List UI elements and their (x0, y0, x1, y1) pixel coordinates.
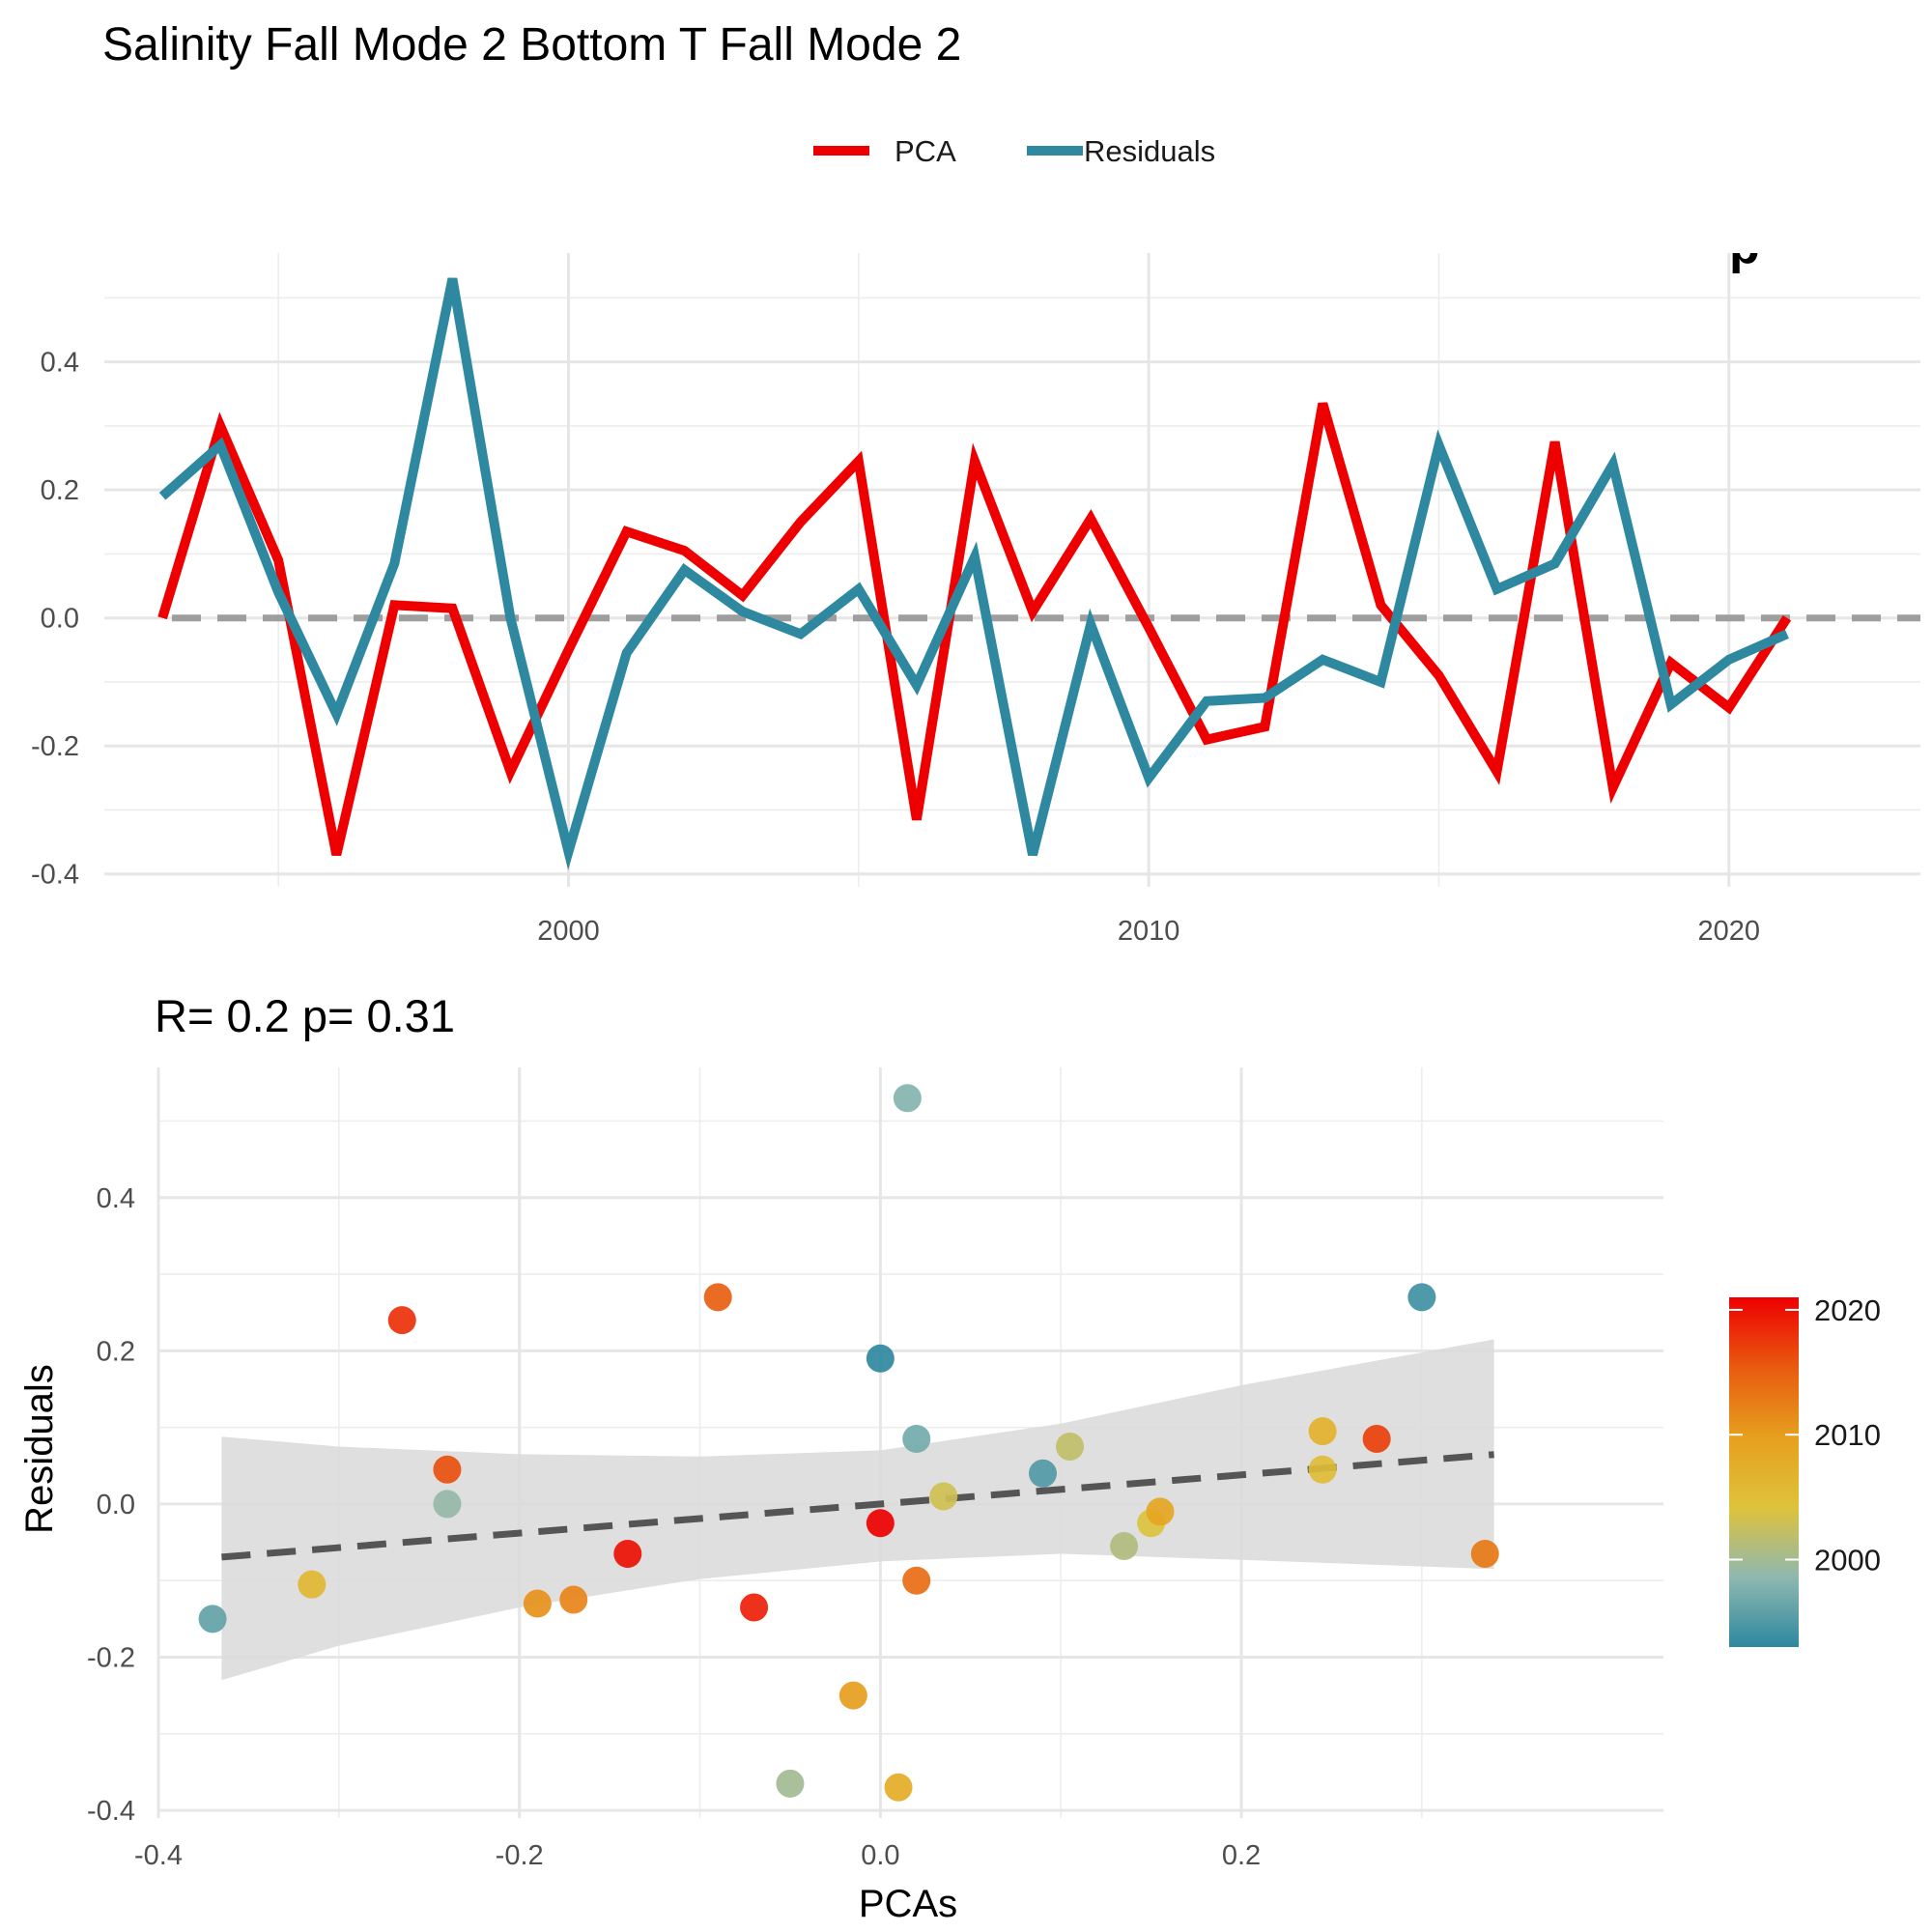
scatter-point (1407, 1283, 1436, 1312)
scatter-point (1056, 1432, 1085, 1461)
series-line-residuals (158, 277, 1789, 870)
colorbar-label: 2010 (1814, 1418, 1881, 1452)
scatter-point (929, 1482, 958, 1511)
x-tick-label: -0.2 (496, 1840, 544, 1871)
scatter-y-axis-title: Residuals (18, 1364, 61, 1534)
scatter-point (1470, 1539, 1499, 1568)
scatter-point (884, 1773, 913, 1802)
x-tick-label: 0.0 (861, 1840, 899, 1871)
scatter-point (1110, 1532, 1139, 1561)
scatter-point (1308, 1417, 1337, 1446)
scatter-x-axis-title: PCAs (859, 1883, 957, 1925)
scatter-point (902, 1566, 931, 1595)
colorbar-label: 2020 (1814, 1293, 1881, 1327)
scatter-point (866, 1509, 895, 1538)
legend-label-pca: PCA (895, 134, 956, 168)
scatter-point (1308, 1455, 1337, 1484)
y-tick-label: 0.0 (41, 604, 79, 635)
scatter-point (1146, 1497, 1175, 1526)
scatter-point (523, 1589, 552, 1618)
scatter-point (433, 1455, 462, 1484)
colorbar-label: 2000 (1814, 1544, 1881, 1577)
y-tick-label: 0.2 (97, 1336, 135, 1367)
scatter-point (893, 1084, 922, 1113)
regression-fit-line (221, 1451, 1494, 1561)
scatter-point (902, 1425, 931, 1454)
y-tick-label: -0.2 (87, 1643, 135, 1674)
x-tick-label: -0.4 (134, 1840, 183, 1871)
scatter-point (198, 1605, 227, 1634)
legend-label-residuals: Residuals (1084, 134, 1215, 168)
scatter-point (740, 1593, 769, 1622)
x-tick-label: 0.2 (1222, 1840, 1261, 1871)
y-tick-label: 0.4 (41, 348, 79, 379)
scatter-point (298, 1570, 327, 1599)
scatter-point (866, 1344, 895, 1373)
scatter-point (1362, 1425, 1391, 1454)
scatter-point (387, 1306, 416, 1335)
scatter-point (613, 1539, 642, 1568)
scatter-point (703, 1283, 732, 1312)
scatter-point (838, 1681, 867, 1710)
y-tick-label: -0.4 (87, 1796, 135, 1827)
scatter-point (776, 1769, 805, 1798)
scatter-point (433, 1490, 462, 1519)
series-line-pca (157, 402, 1792, 857)
y-tick-label: -0.4 (31, 860, 79, 891)
year-colorbar: 2000 2010 2020 (1729, 1293, 1881, 1647)
colorbar-bar (1729, 1297, 1799, 1647)
y-tick-label: 0.0 (97, 1490, 135, 1520)
confidence-band (221, 1339, 1494, 1681)
figure-title: Salinity Fall Mode 2 Bottom T Fall Mode … (102, 19, 961, 71)
clip-cover (1719, 193, 1913, 253)
scatter-point (559, 1585, 588, 1614)
x-tick-label: 2000 (537, 916, 600, 947)
y-tick-label: 0.4 (97, 1183, 135, 1214)
x-tick-label: 2010 (1118, 916, 1180, 947)
scatter-title: R= 0.2 p= 0.31 (155, 990, 455, 1041)
scatter-panel: -0.4 -0.2 0.0 0.2 0.4 -0.4 -0.2 0.0 0.2 (87, 1067, 1663, 1871)
legend: PCA Residuals (813, 134, 1215, 168)
x-tick-label: 2020 (1698, 916, 1761, 947)
y-tick-label: -0.2 (31, 731, 79, 762)
scatter-point (1029, 1459, 1058, 1488)
time-series-panel: -0.4 -0.2 0.0 0.2 0.4 2000 2010 2020 (31, 253, 1920, 947)
y-tick-label: 0.2 (41, 475, 79, 506)
